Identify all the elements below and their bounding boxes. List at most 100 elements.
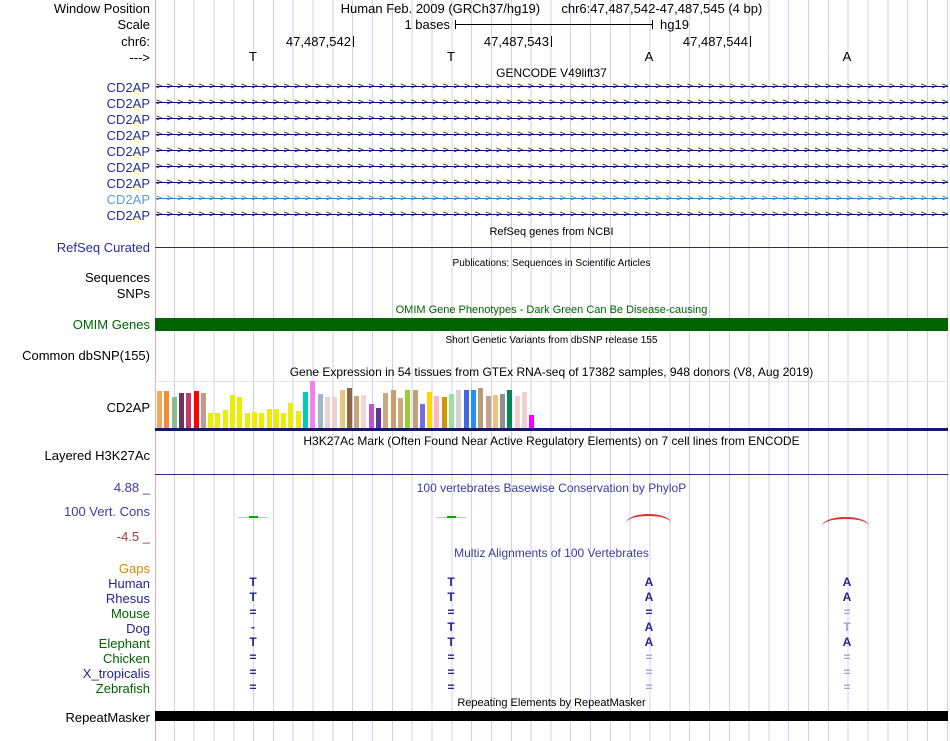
multiz-species-label[interactable]: X_tropicalis [82, 666, 150, 681]
gtex-bar[interactable] [317, 394, 323, 428]
gencode-gene-label[interactable]: CD2AP [106, 96, 150, 111]
gencode-gene-row[interactable]: >>>>>>>>>>>>>>>>>>>>>>>>>>>>>>>>>>>>>>>>… [156, 193, 948, 204]
multiz-species-label[interactable]: Chicken [103, 651, 150, 666]
gencode-gene-row[interactable]: >>>>>>>>>>>>>>>>>>>>>>>>>>>>>>>>>>>>>>>>… [156, 161, 948, 172]
gtex-bar[interactable] [281, 413, 287, 428]
multiz-base-cell: T [843, 620, 851, 634]
gtex-bar[interactable] [390, 390, 396, 428]
window-left-boundary-line [155, 0, 156, 741]
gtex-bar[interactable] [485, 396, 491, 428]
gtex-bar[interactable] [324, 397, 330, 428]
gtex-bar[interactable] [470, 390, 476, 428]
gtex-bar[interactable] [230, 395, 235, 428]
gtex-bar[interactable] [259, 413, 265, 428]
gtex-bar[interactable] [266, 409, 272, 428]
gtex-bar[interactable] [157, 391, 162, 428]
gtex-bar[interactable] [354, 396, 360, 428]
refseq-curated-label[interactable]: RefSeq Curated [56, 240, 150, 255]
gtex-bar[interactable] [514, 396, 520, 428]
phylop-negative-curve [822, 517, 869, 526]
gtex-bar[interactable] [186, 393, 192, 428]
gencode-gene-label[interactable]: CD2AP [106, 112, 150, 127]
h3k27ac-track-line[interactable] [155, 474, 948, 475]
gencode-gene-label[interactable]: CD2AP [106, 208, 150, 223]
gencode-gene-label[interactable]: CD2AP [106, 192, 150, 207]
phylop-track-label[interactable]: 100 Vert. Cons [64, 504, 150, 519]
gencode-gene-row[interactable]: >>>>>>>>>>>>>>>>>>>>>>>>>>>>>>>>>>>>>>>>… [156, 81, 948, 92]
multiz-base-cell: A [842, 575, 852, 589]
gtex-bar[interactable] [251, 412, 257, 428]
multiz-species-label[interactable]: Elephant [98, 636, 150, 651]
omim-gene-bar[interactable] [155, 318, 948, 331]
gtex-bar[interactable] [434, 396, 440, 428]
multiz-species-label[interactable]: Dog [126, 621, 150, 636]
gtex-bar[interactable] [273, 409, 279, 428]
gencode-gene-label[interactable]: CD2AP [106, 80, 150, 95]
multiz-species-label[interactable]: Zebrafish [95, 681, 150, 696]
gtex-bar[interactable] [237, 397, 243, 428]
gtex-bar[interactable] [310, 381, 316, 428]
gtex-bar[interactable] [171, 397, 177, 428]
gtex-bar[interactable] [522, 392, 527, 428]
gencode-gene-label[interactable]: CD2AP [106, 160, 150, 175]
gencode-gene-label[interactable]: CD2AP [106, 144, 150, 159]
gtex-bar[interactable] [397, 398, 403, 428]
gtex-bar[interactable] [383, 393, 389, 428]
gencode-gene-row[interactable]: >>>>>>>>>>>>>>>>>>>>>>>>>>>>>>>>>>>>>>>>… [156, 129, 948, 140]
gtex-bar[interactable] [295, 411, 301, 428]
gtex-bar[interactable] [361, 395, 367, 428]
gtex-bar[interactable] [492, 395, 498, 428]
gtex-bar[interactable] [419, 404, 425, 428]
gtex-bar[interactable] [412, 390, 418, 428]
gtex-bar[interactable] [208, 413, 214, 428]
repeatmasker-label[interactable]: RepeatMasker [65, 710, 150, 725]
dbsnp-label[interactable]: Common dbSNP(155) [22, 348, 150, 363]
gtex-bar[interactable] [500, 394, 506, 428]
gtex-bar[interactable] [215, 413, 221, 428]
gtex-bar[interactable] [200, 393, 206, 428]
gtex-bar[interactable] [178, 393, 184, 428]
multiz-base-cell: = [447, 665, 455, 679]
gencode-gene-row[interactable]: >>>>>>>>>>>>>>>>>>>>>>>>>>>>>>>>>>>>>>>>… [156, 177, 948, 188]
multiz-species-label[interactable]: Human [108, 576, 150, 591]
gencode-gene-label[interactable]: CD2AP [106, 176, 150, 191]
scale-assembly: hg19 [660, 17, 689, 32]
publications-track-title: Publications: Sequences in Scientific Ar… [452, 258, 651, 269]
scale-bar [455, 24, 653, 25]
gtex-bar[interactable] [164, 391, 170, 428]
h3k27ac-label[interactable]: Layered H3K27Ac [44, 448, 150, 463]
snps-label[interactable]: SNPs [116, 286, 150, 301]
gtex-bar[interactable] [441, 397, 447, 428]
gtex-bar[interactable] [456, 390, 462, 428]
gencode-gene-row[interactable]: >>>>>>>>>>>>>>>>>>>>>>>>>>>>>>>>>>>>>>>>… [156, 145, 948, 156]
gtex-bar[interactable] [507, 390, 513, 428]
gtex-bar[interactable] [303, 392, 308, 428]
gtex-bar[interactable] [427, 392, 433, 428]
gtex-bar[interactable] [405, 390, 411, 428]
multiz-species-label[interactable]: Mouse [110, 606, 150, 621]
gtex-bar[interactable] [368, 404, 374, 428]
sequences-label[interactable]: Sequences [84, 270, 150, 285]
gencode-gene-row[interactable]: >>>>>>>>>>>>>>>>>>>>>>>>>>>>>>>>>>>>>>>>… [156, 113, 948, 124]
gtex-bar[interactable] [529, 415, 535, 428]
gtex-bar[interactable] [478, 388, 484, 428]
gtex-gene-label[interactable]: CD2AP [106, 400, 150, 415]
repeatmasker-bar[interactable] [155, 711, 948, 721]
gtex-bar[interactable] [288, 403, 294, 428]
gtex-bar[interactable] [449, 394, 454, 428]
gencode-gene-row[interactable]: >>>>>>>>>>>>>>>>>>>>>>>>>>>>>>>>>>>>>>>>… [156, 209, 948, 220]
gtex-bar[interactable] [346, 388, 352, 428]
refseq-track-line[interactable] [155, 247, 948, 248]
multiz-species-label[interactable]: Rhesus [105, 591, 150, 606]
gencode-gene-row[interactable]: >>>>>>>>>>>>>>>>>>>>>>>>>>>>>>>>>>>>>>>>… [156, 97, 948, 108]
gencode-gene-label[interactable]: CD2AP [106, 128, 150, 143]
gtex-bar[interactable] [463, 390, 469, 428]
gtex-bar[interactable] [339, 390, 345, 428]
gtex-bar[interactable] [376, 408, 381, 428]
multiz-gaps-label[interactable]: Gaps [118, 561, 150, 576]
gtex-bar[interactable] [222, 410, 228, 428]
omim-genes-label[interactable]: OMIM Genes [72, 317, 150, 332]
gtex-bar[interactable] [332, 397, 338, 428]
gtex-bar[interactable] [193, 391, 199, 428]
gtex-bar[interactable] [244, 413, 250, 428]
